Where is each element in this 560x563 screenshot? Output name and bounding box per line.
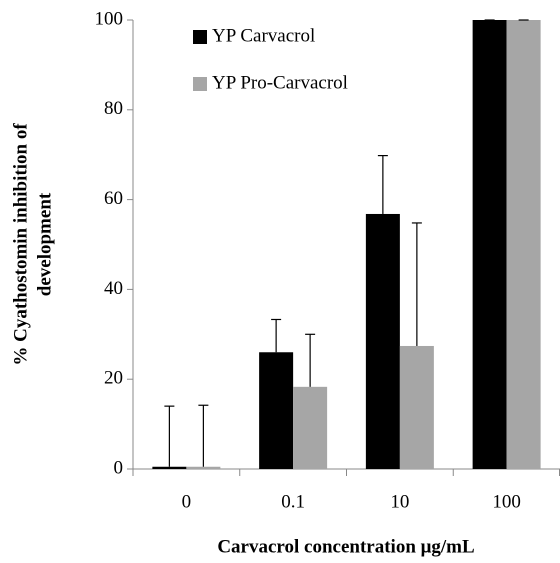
bar <box>152 466 187 469</box>
x-tick-label: 0.1 <box>281 491 305 512</box>
error-bar <box>411 222 422 346</box>
error-bar <box>198 404 209 467</box>
error-bar <box>164 405 175 467</box>
y-tick-label: 100 <box>95 8 124 29</box>
bar <box>399 345 434 469</box>
x-tick-label: 0 <box>182 491 192 512</box>
bar <box>293 386 328 469</box>
legend-label: YP Pro-Carvacrol <box>212 72 348 93</box>
y-tick-label: 40 <box>104 278 123 299</box>
y-axis-title: % Cyathostomin inhibition of <box>10 123 31 366</box>
legend-label: YP Carvacrol <box>212 25 315 46</box>
y-tick-label: 60 <box>104 188 123 209</box>
y-tick-label: 20 <box>104 368 123 389</box>
x-tick-label: 100 <box>492 491 521 512</box>
y-tick-label: 0 <box>114 457 124 478</box>
error-bar <box>305 333 316 387</box>
bar <box>259 352 294 469</box>
bar <box>365 213 400 469</box>
legend-swatch <box>193 77 207 91</box>
bar <box>186 466 221 469</box>
y-axis-title: development <box>34 192 55 296</box>
x-axis-title: Carvacrol concentration μg/mL <box>217 536 474 557</box>
error-bar <box>377 154 388 214</box>
bar <box>506 20 541 469</box>
legend-swatch <box>193 30 207 44</box>
x-tick-label: 10 <box>390 491 409 512</box>
y-tick-label: 80 <box>104 98 123 119</box>
error-bar <box>271 318 282 353</box>
bar <box>472 20 507 469</box>
